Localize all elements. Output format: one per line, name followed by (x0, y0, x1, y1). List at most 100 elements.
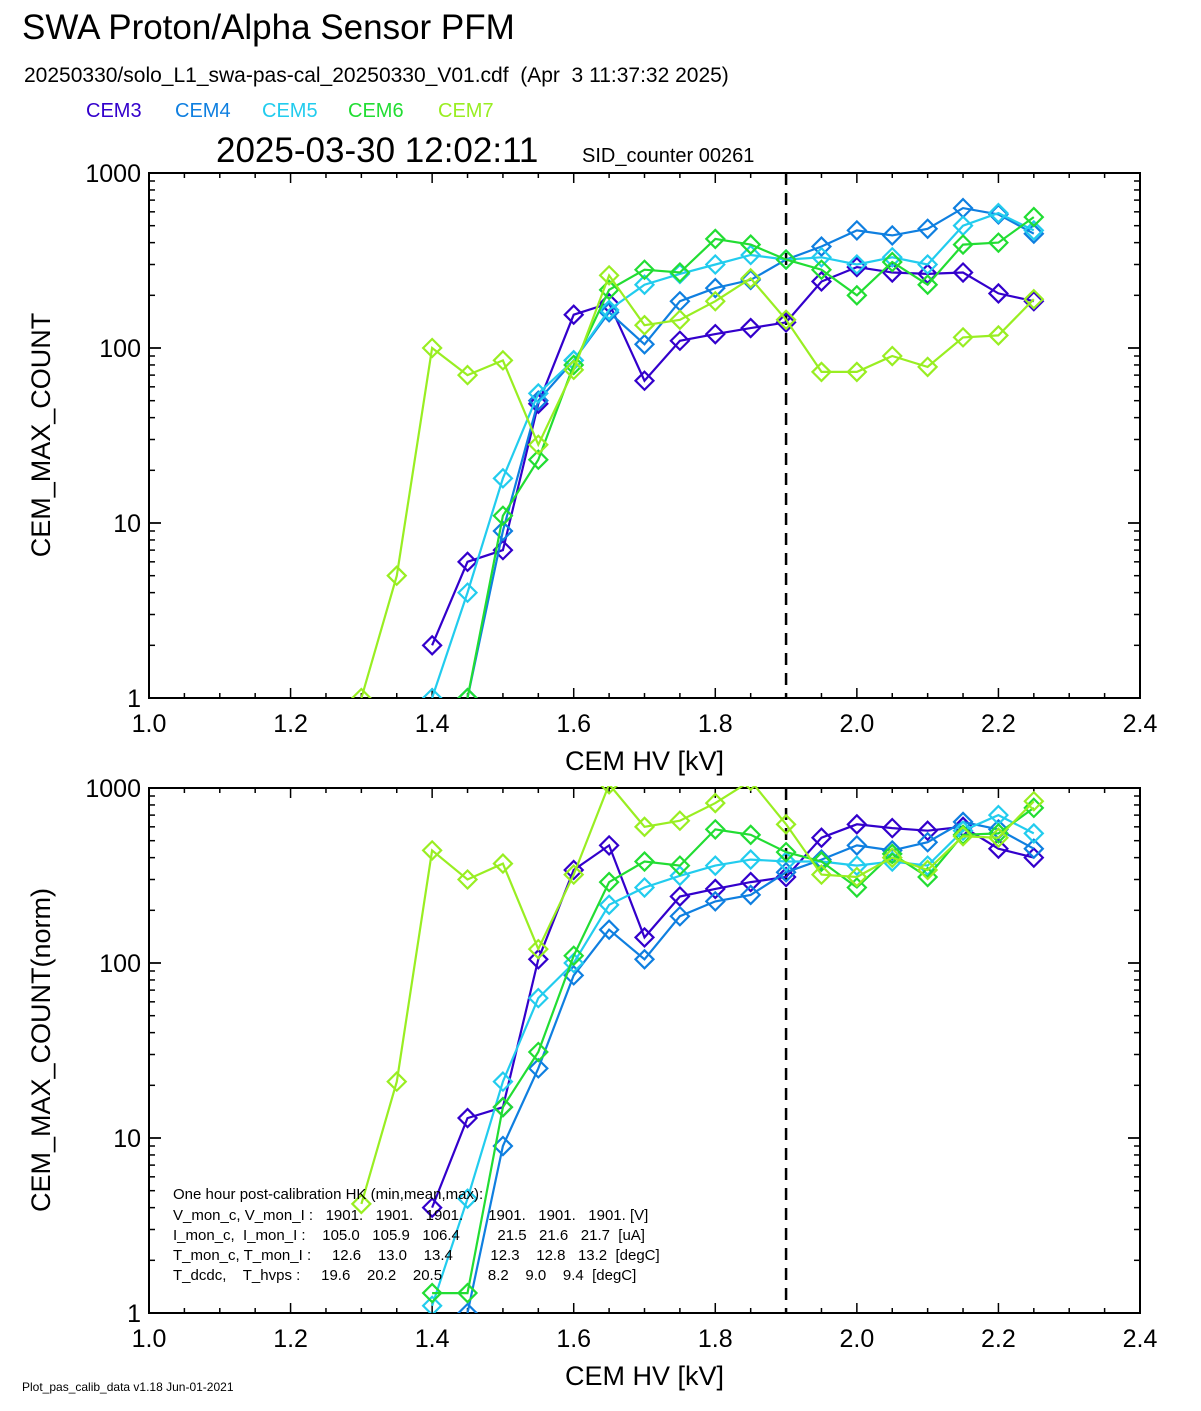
y-tick-label: 100 (99, 950, 141, 978)
data-point-cem5 (740, 244, 762, 266)
data-point-cem5 (846, 855, 868, 877)
x-tick-label: 2.0 (839, 1325, 874, 1353)
hk-table-row: T_mon_c, T_mon_I : 12.6 13.0 13.4 12.3 1… (173, 1247, 660, 1264)
data-point-cem6 (987, 232, 1009, 254)
data-point-cem6 (456, 687, 479, 698)
data-point-cem3 (1023, 290, 1045, 312)
data-point-cem5 (456, 1188, 479, 1210)
data-point-cem4 (917, 218, 939, 240)
data-point-cem3 (704, 323, 726, 345)
data-point-cem3 (633, 926, 656, 948)
data-point-cem6 (775, 249, 797, 271)
x-tick-label: 1.4 (415, 710, 450, 738)
data-point-cem6 (952, 234, 974, 256)
data-point-cem3 (456, 551, 479, 573)
data-point-cem3 (987, 838, 1009, 860)
data-point-cem5 (987, 202, 1009, 224)
data-point-cem4 (881, 224, 903, 246)
series-group (350, 786, 1045, 1313)
legend-item-cem7: CEM7 (438, 100, 494, 122)
hk-table-row: V_mon_c, V_mon_I : 1901. 1901. 1901. 190… (173, 1207, 648, 1224)
data-point-cem7 (745, 786, 756, 792)
data-point-cem5 (527, 987, 549, 1009)
data-point-cem3 (775, 311, 797, 333)
data-point-cem6 (527, 449, 549, 471)
y-tick-label: 10 (113, 1125, 141, 1153)
data-point-cem4 (456, 1302, 479, 1313)
series-group (350, 197, 1045, 698)
y-tick-label: 1000 (85, 775, 141, 803)
data-point-cem7 (456, 868, 479, 891)
data-point-cem5 (669, 865, 691, 887)
page-title: SWA Proton/Alpha Sensor PFM (22, 8, 515, 47)
y-tick-label: 1000 (85, 160, 141, 188)
data-point-cem5 (598, 299, 620, 321)
data-point-cem6 (881, 843, 903, 865)
data-point-cem4 (704, 890, 726, 912)
data-point-cem6 (598, 279, 620, 301)
data-point-cem5 (1023, 219, 1045, 241)
data-point-cem3 (598, 834, 620, 856)
y-tick-label: 1 (127, 685, 141, 713)
data-point-cem5 (492, 1071, 514, 1093)
data-point-cem3 (421, 634, 443, 656)
data-point-cem7 (386, 1071, 408, 1093)
data-point-cem4 (881, 839, 903, 861)
y-axis-label: CEM_MAX_COUNT(norm) (26, 888, 56, 1212)
data-point-cem4 (846, 219, 868, 241)
data-point-cem6 (740, 824, 762, 846)
data-point-cem6 (633, 850, 656, 873)
y-tick-label: 10 (113, 510, 141, 538)
x-tick-label: 1.4 (415, 1325, 450, 1353)
hk-table-row: I_mon_c, I_mon_I : 105.0 105.9 106.4 21.… (173, 1227, 645, 1244)
data-point-cem5 (633, 274, 656, 296)
data-point-cem6 (598, 871, 620, 893)
data-point-cem3 (810, 827, 833, 849)
data-point-cem5 (952, 820, 974, 842)
data-point-cem4 (598, 919, 620, 941)
x-tick-label: 1.6 (556, 1325, 591, 1353)
data-point-cem7 (386, 565, 408, 587)
data-point-cem3 (917, 263, 939, 285)
series-line-cem4 (466, 206, 1035, 698)
data-point-cem6 (563, 354, 585, 376)
hk-table-row: T_dcdc, T_hvps : 19.6 20.2 20.5 8.2 9.0 … (173, 1267, 636, 1284)
data-point-cem5 (421, 687, 443, 698)
data-point-cem7 (952, 326, 974, 348)
data-point-cem4 (669, 905, 691, 927)
data-point-cem5 (704, 253, 726, 276)
data-point-cem3 (881, 261, 903, 284)
data-point-cem7 (704, 792, 726, 814)
x-axis-label: CEM HV [kV] (565, 746, 724, 776)
data-point-cem7 (563, 359, 585, 381)
data-point-cem4 (917, 831, 939, 853)
data-point-cem6 (421, 1282, 443, 1304)
y-tick-label: 1 (127, 1300, 141, 1328)
data-point-cem4 (810, 849, 833, 871)
data-point-cem7 (456, 364, 479, 386)
data-point-cem7 (775, 309, 797, 331)
data-point-cem3 (669, 330, 691, 352)
chart-panel-1: 1.0 1.2 1.4 1.6 1.8 2.0 2.2 2.4 1 10 100 1000 CEM HV… (26, 160, 1157, 776)
data-point-cem7 (421, 839, 443, 861)
data-point-cem6 (810, 259, 833, 281)
data-point-cem6 (881, 251, 903, 273)
data-point-cem6 (917, 274, 939, 296)
legend-item-cem5: CEM5 (262, 100, 318, 122)
data-point-cem7 (527, 434, 549, 456)
data-point-cem5 (775, 850, 797, 873)
data-point-cem7 (810, 361, 833, 383)
series-line-cem3 (431, 823, 1035, 1209)
y-tick-label: 100 (99, 335, 141, 363)
data-point-cem4 (527, 1057, 549, 1079)
data-point-cem7 (598, 264, 620, 286)
timestamp: 2025-03-30 12:02:11 (216, 131, 539, 170)
data-point-cem6 (527, 1041, 549, 1063)
x-tick-label: 1.6 (556, 710, 591, 738)
data-point-cem4 (740, 884, 762, 906)
x-tick-label: 1.2 (273, 1325, 308, 1353)
data-point-cem5 (456, 582, 479, 604)
data-point-cem7 (633, 314, 656, 336)
series-line-cem5 (431, 813, 1035, 1307)
x-tick-label: 1.2 (273, 710, 308, 738)
